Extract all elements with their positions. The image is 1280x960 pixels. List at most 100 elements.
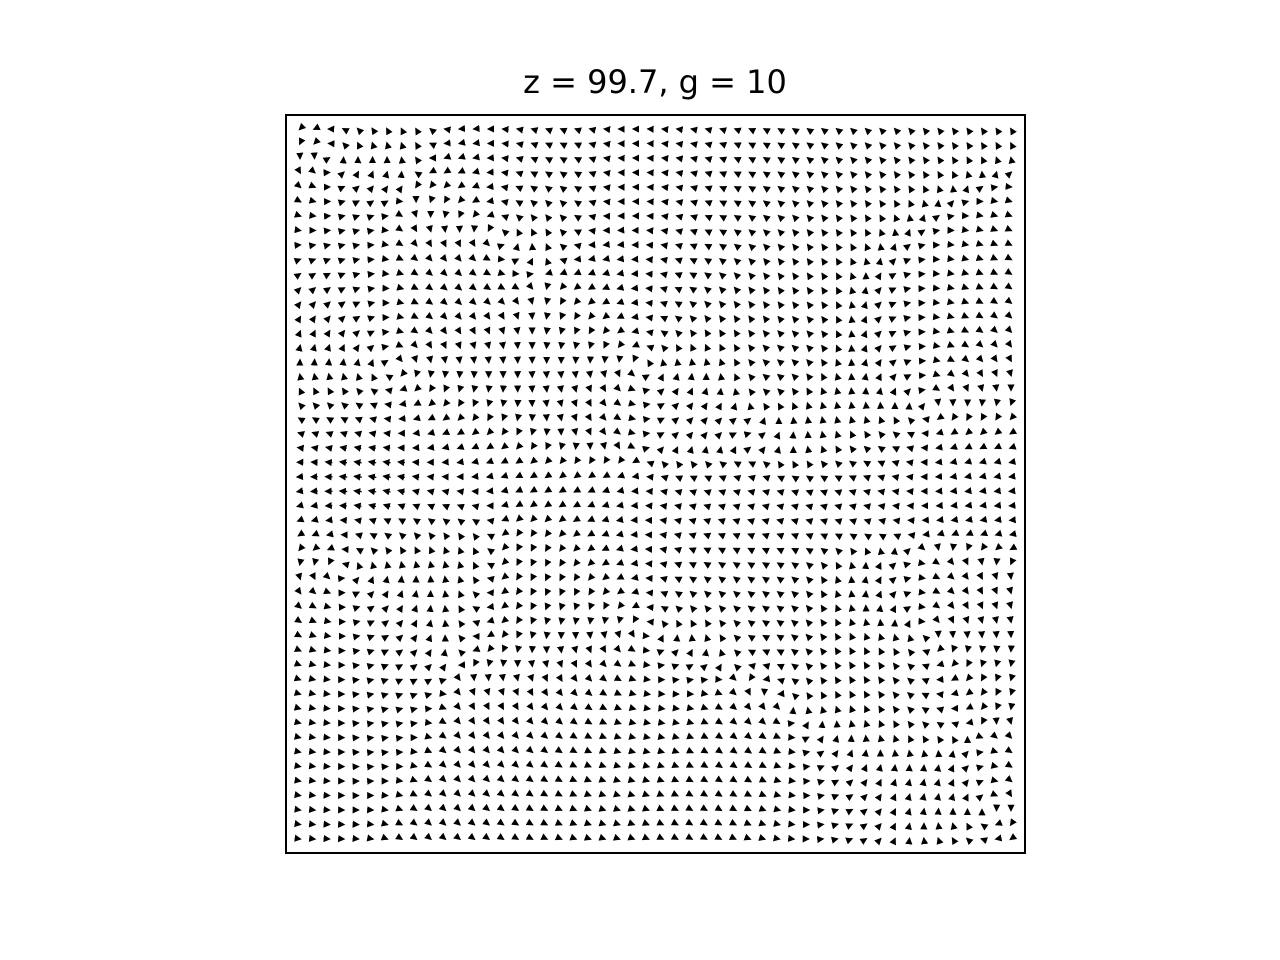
quiver-arrow bbox=[599, 674, 608, 682]
quiver-arrow bbox=[438, 731, 447, 739]
quiver-arrow bbox=[748, 157, 757, 164]
quiver-arrow bbox=[937, 142, 945, 150]
quiver-arrow bbox=[670, 804, 679, 811]
quiver-arrow bbox=[902, 243, 911, 252]
quiver-arrow bbox=[961, 354, 970, 363]
quiver-arrow bbox=[369, 416, 378, 424]
quiver-arrow bbox=[487, 223, 495, 233]
quiver-arrow bbox=[613, 689, 622, 696]
quiver-arrow bbox=[471, 167, 480, 175]
quiver-arrow bbox=[806, 185, 815, 194]
quiver-arrow bbox=[700, 402, 708, 411]
quiver-arrow bbox=[338, 343, 345, 352]
quiver-arrow bbox=[685, 818, 694, 826]
quiver-arrow bbox=[714, 775, 723, 783]
quiver-arrow bbox=[356, 127, 365, 136]
quiver-arrow bbox=[572, 500, 581, 508]
quiver-arrow bbox=[382, 488, 391, 496]
quiver-arrow bbox=[714, 818, 723, 826]
quiver-arrow bbox=[395, 619, 404, 628]
quiver-arrow bbox=[820, 691, 828, 700]
quiver-arrow bbox=[819, 401, 827, 410]
quiver-arrow bbox=[600, 630, 608, 639]
quiver-arrow bbox=[964, 442, 973, 450]
quiver-arrow bbox=[424, 818, 432, 826]
quiver-arrow bbox=[673, 532, 682, 540]
quiver-arrow bbox=[425, 268, 433, 276]
quiver-arrow bbox=[413, 399, 422, 406]
quiver-arrow bbox=[556, 399, 564, 408]
quiver-arrow bbox=[631, 340, 640, 348]
quiver-arrow bbox=[850, 257, 857, 266]
quiver-arrow bbox=[438, 745, 447, 754]
quiver-arrow bbox=[952, 156, 959, 165]
quiver-arrow bbox=[469, 326, 476, 335]
quiver-arrow bbox=[322, 157, 331, 164]
quiver-arrow bbox=[294, 301, 302, 310]
quiver-arrow bbox=[371, 373, 378, 382]
quiver-arrow bbox=[777, 286, 785, 295]
quiver-arrow bbox=[935, 428, 944, 436]
quiver-arrow bbox=[308, 631, 317, 638]
quiver-arrow bbox=[501, 630, 510, 638]
quiver-arrow bbox=[530, 214, 538, 222]
quiver-arrow bbox=[836, 301, 843, 310]
quiver-arrow bbox=[850, 243, 858, 252]
quiver-arrow bbox=[367, 576, 375, 585]
quiver-arrow bbox=[806, 590, 814, 599]
quiver-arrow bbox=[468, 716, 476, 725]
quiver-arrow bbox=[892, 691, 900, 700]
quiver-arrow bbox=[486, 399, 494, 408]
quiver-arrow bbox=[733, 229, 742, 237]
quiver-arrow bbox=[569, 775, 578, 783]
quiver-arrow bbox=[443, 398, 451, 407]
quiver-arrow bbox=[467, 774, 476, 783]
quiver-arrow bbox=[294, 630, 303, 638]
quiver-arrow bbox=[791, 373, 800, 382]
quiver-arrow bbox=[425, 297, 434, 305]
quiver-arrow bbox=[676, 619, 683, 628]
quiver-arrow bbox=[834, 533, 843, 541]
quiver-arrow bbox=[559, 171, 568, 179]
quiver-arrow bbox=[748, 300, 756, 309]
quiver-arrow bbox=[864, 214, 872, 223]
quiver-arrow bbox=[628, 732, 637, 740]
quiver-arrow bbox=[424, 746, 433, 754]
quiver-arrow bbox=[525, 804, 534, 811]
quiver-arrow bbox=[791, 489, 800, 497]
quiver-arrow bbox=[791, 128, 800, 135]
quiver-arrow bbox=[978, 472, 987, 480]
quiver-arrow bbox=[835, 330, 843, 339]
quiver-arrow bbox=[472, 413, 480, 422]
quiver-arrow bbox=[962, 615, 970, 624]
quiver-arrow bbox=[542, 399, 550, 408]
quiver-arrow bbox=[453, 673, 461, 682]
quiver-arrow bbox=[733, 243, 742, 252]
quiver-arrow bbox=[540, 745, 549, 754]
quiver-arrow bbox=[439, 311, 448, 320]
quiver-arrow bbox=[946, 200, 955, 208]
quiver-arrow bbox=[777, 301, 785, 310]
quiver-arrow bbox=[487, 548, 496, 556]
quiver-arrow bbox=[995, 127, 1003, 136]
quiver-arrow bbox=[574, 214, 583, 222]
quiver-arrow bbox=[922, 127, 931, 136]
quiver-arrow bbox=[849, 460, 858, 468]
quiver-arrow bbox=[865, 228, 872, 237]
quiver-arrow bbox=[849, 690, 857, 699]
quiver-arrow bbox=[863, 445, 872, 454]
quiver-arrow bbox=[370, 547, 379, 555]
quiver-arrow bbox=[585, 370, 593, 379]
quiver-arrow bbox=[627, 369, 636, 377]
quiver-arrow bbox=[733, 590, 741, 599]
quiver-arrow bbox=[672, 718, 680, 726]
quiver-arrow bbox=[888, 591, 897, 599]
quiver-arrow bbox=[863, 415, 871, 424]
quiver-arrow bbox=[555, 717, 563, 725]
quiver-arrow bbox=[545, 157, 554, 164]
quiver-arrow bbox=[308, 601, 317, 609]
quiver-arrow bbox=[1004, 296, 1013, 304]
quiver-arrow bbox=[599, 659, 607, 668]
quiver-arrow bbox=[718, 258, 727, 266]
quiver-arrow bbox=[380, 649, 389, 657]
